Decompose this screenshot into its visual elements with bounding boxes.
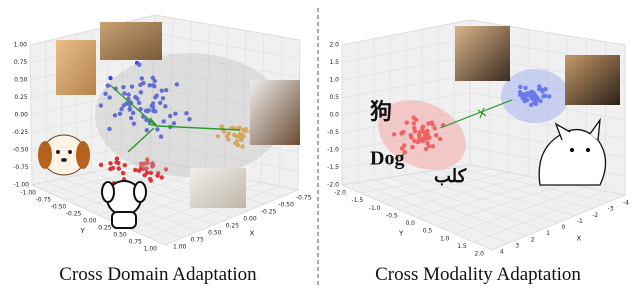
x-tick-label: -0.50 [278,202,294,209]
y-tick-label: 0.00 [83,218,97,225]
x-tick-label: 3 [515,242,519,249]
y-tick-label: -1.00 [20,190,36,197]
x-axis-label: X [250,230,255,238]
z-tick-label: 0.5 [329,94,339,101]
z-tick-label: -1.00 [13,182,29,189]
point [99,163,103,167]
x-tick-label: 1.00 [173,244,187,251]
z-tick-label: 0.25 [14,94,28,101]
point [133,168,137,172]
x-tick-label: 0.75 [191,237,205,244]
ink-painting [190,168,246,208]
x-tick-label: -2 [592,212,598,219]
point [115,156,119,160]
x-tick-label: -4 [623,200,629,207]
x-tick-label: -0.25 [261,209,277,216]
point [123,163,127,167]
y-tick-label: -0.50 [51,204,67,211]
word-arabic: كلب [434,166,467,186]
caption: Cross Domain Adaptation [59,264,257,285]
point [108,161,112,165]
x-tick-label: 4 [500,249,504,256]
point [121,171,125,175]
y-tick-label: 0.50 [113,232,127,239]
x-tick-label: 0.50 [208,230,222,237]
z-tick-label: -0.25 [13,129,29,136]
x-tick-label: -0.75 [296,195,312,202]
z-tick-label: 0.0 [329,112,339,119]
z-tick-label: 2.0 [329,42,339,49]
word-chinese: 狗 [370,99,392,124]
y-tick-label: 0.75 [129,239,143,246]
z-tick-label: -1.0 [327,147,339,154]
y-tick-label: 1.5 [457,243,467,250]
y-tick-label: 1.00 [144,246,158,253]
beagle-photo [250,80,300,145]
point [114,160,118,164]
y-tick-label: 1.0 [440,235,450,242]
x-tick-label: 2 [531,236,535,243]
point [142,173,146,177]
x-tick-label: 0 [562,224,566,231]
y-tick-label: -0.75 [36,197,52,204]
y-tick-label: 0.5 [423,228,433,235]
y-axis-label: Y [80,227,86,235]
x-tick-label: 1 [546,230,550,237]
y-tick-label: -1.5 [352,197,364,204]
x-tick-label: -3 [608,206,614,213]
y-tick-label: 0.0 [405,220,415,227]
z-tick-label: 0.50 [14,77,28,84]
z-tick-label: -1.5 [327,164,339,171]
x-tick-label: -1 [577,218,583,225]
z-tick-label: -2.0 [327,182,339,189]
x-tick-label: 0.00 [243,216,257,223]
dog-photo [100,22,162,60]
point [149,178,153,182]
caption: Cross Modality Adaptation [375,264,581,285]
z-tick-label: 0.00 [15,112,29,119]
z-tick-label: -0.5 [327,129,339,136]
z-tick-label: 1.00 [14,42,28,49]
z-tick-label: 1.5 [329,59,339,66]
shepherd-photo [565,55,620,105]
image-ellipse [501,69,569,123]
y-tick-label: 2.0 [474,251,484,258]
x-tick-label: 0.25 [226,223,240,230]
word-english: Dog [370,148,404,170]
y-tick-label: -0.5 [386,212,398,219]
pug-photo [455,26,510,81]
y-tick-label: 0.25 [98,225,112,232]
point [117,166,121,170]
z-tick-label: 1.0 [329,77,339,84]
y-tick-label: -1.0 [369,205,381,212]
z-tick-label: -0.75 [13,164,29,171]
x-axis-label: X [577,235,582,243]
point [108,167,112,171]
point [160,175,164,179]
y-tick-label: -2.0 [334,190,346,197]
point [108,76,112,80]
y-tick-label: -0.25 [66,211,82,218]
z-tick-label: -0.50 [13,147,29,154]
pomeranian-photo [56,40,96,95]
z-tick-label: 0.75 [14,59,28,66]
y-axis-label: Y [398,230,404,238]
figure: 狗 Dog كلب Cross Domain Adaptation Cross … [0,0,638,295]
